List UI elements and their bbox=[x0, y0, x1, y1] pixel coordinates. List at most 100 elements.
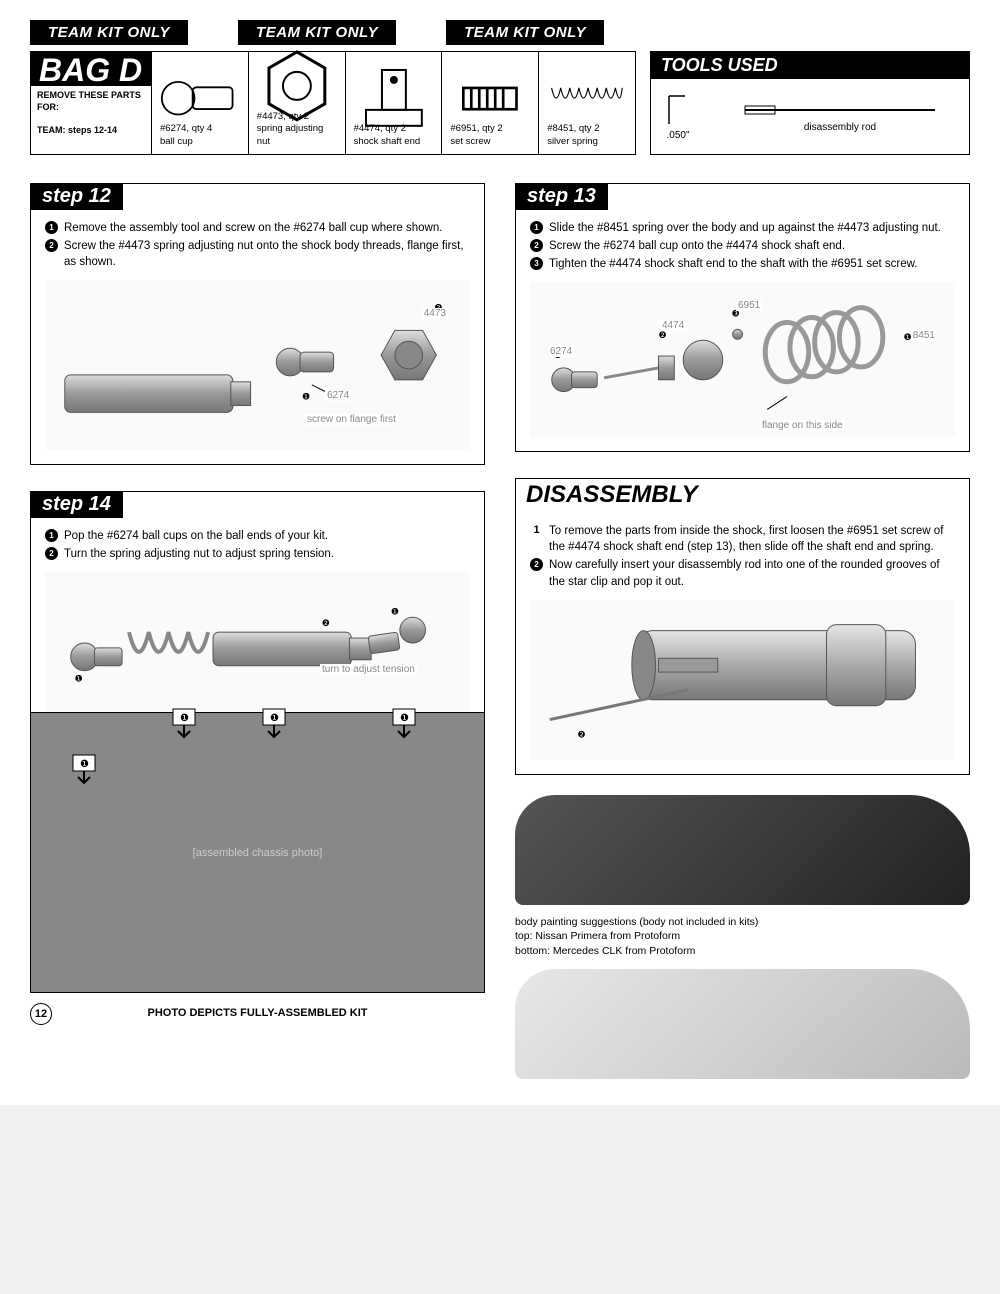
tools-panel: TOOLS USED .050" disassembly rod bbox=[650, 51, 970, 155]
svg-text:❷: ❷ bbox=[322, 619, 330, 629]
svg-text:❶: ❶ bbox=[302, 392, 310, 402]
instruction-text: Remove the assembly tool and screw on th… bbox=[64, 220, 442, 236]
svg-text:❷: ❷ bbox=[577, 729, 585, 739]
step-13: step 13 1Slide the #8451 spring over the… bbox=[515, 183, 970, 452]
svg-text:❶: ❶ bbox=[80, 759, 89, 770]
left-column: step 12 1 Remove the assembly tool and sc… bbox=[30, 169, 485, 1085]
instruction-text: Slide the #8451 spring over the body and… bbox=[549, 220, 941, 236]
top-section: BAG D REMOVE THESE PARTS FOR: TEAM: step… bbox=[30, 51, 970, 155]
bag-title: BAG D bbox=[31, 52, 151, 86]
tools-title: TOOLS USED bbox=[651, 52, 969, 79]
nut-icon bbox=[257, 65, 337, 107]
part-label: #6274, qty 4ball cup bbox=[160, 123, 240, 148]
step14-diagram: ❶ ❶ ❷ turn to adjust tension bbox=[45, 572, 470, 712]
step-title: step 12 bbox=[30, 183, 123, 210]
svg-text:❶: ❶ bbox=[400, 713, 409, 724]
ballcup-icon bbox=[160, 77, 240, 119]
arrow-icon: ❶ bbox=[391, 707, 417, 745]
page-number: 12 bbox=[30, 1003, 52, 1025]
instruction: 2 Turn the spring adjusting nut to adjust… bbox=[45, 546, 470, 562]
caption-line: bottom: Mercedes CLK from Protoform bbox=[515, 945, 695, 957]
instruction: 3 Tighten the #4474 shock shaft end to th… bbox=[530, 256, 955, 272]
part-spring: #8451, qty 2silver spring bbox=[538, 52, 635, 154]
svg-text:❶: ❶ bbox=[270, 713, 279, 724]
main-columns: step 12 1 Remove the assembly tool and sc… bbox=[30, 169, 970, 1085]
car-image-bottom bbox=[515, 969, 970, 1079]
spring-icon bbox=[547, 77, 627, 119]
step-body: 1 Pop the #6274 ball cups on the ball end… bbox=[31, 518, 484, 992]
instruction: 1 To remove the parts from inside the sho… bbox=[530, 523, 955, 555]
instruction-list: 1 To remove the parts from inside the sho… bbox=[530, 523, 955, 589]
disassembly-diagram: ❷ bbox=[530, 600, 955, 760]
arrow-icon: ❶ bbox=[171, 707, 197, 745]
bullet-icon: 2 bbox=[45, 239, 58, 252]
instruction-text: Now carefully insert your disassembly ro… bbox=[549, 557, 955, 589]
label-4473: 4473 bbox=[422, 308, 448, 319]
label-6274: 6274 bbox=[548, 346, 574, 357]
instruction: 1 Remove the assembly tool and screw on t… bbox=[45, 220, 470, 236]
note-flange: flange on this side bbox=[760, 420, 845, 431]
instruction-text: Pop the #6274 ball cups on the ball ends… bbox=[64, 528, 328, 544]
hex-label: .050" bbox=[666, 130, 689, 141]
note-tension: turn to adjust tension bbox=[320, 664, 417, 675]
bullet-icon: 1 bbox=[530, 524, 543, 537]
instruction-text: Turn the spring adjusting nut to adjust … bbox=[64, 546, 334, 562]
part-label: #4473, qty 2spring adjusting nut bbox=[257, 111, 337, 148]
car-caption: body painting suggestions (body not incl… bbox=[515, 911, 970, 963]
bullet-icon: 1 bbox=[45, 529, 58, 542]
remove-label: REMOVE THESE PARTS FOR: bbox=[37, 90, 141, 112]
bag-panel: BAG D REMOVE THESE PARTS FOR: TEAM: step… bbox=[30, 51, 636, 155]
label-6274: 6274 bbox=[325, 390, 351, 401]
instruction: 1 Pop the #6274 ball cups on the ball end… bbox=[45, 528, 470, 544]
label-8451: 8451 bbox=[911, 330, 937, 341]
step12-diagram: ❶ ❷ 4473 6274 screw on flange first bbox=[45, 280, 470, 450]
label-6951: 6951 bbox=[736, 300, 762, 311]
instruction-list: 1 Slide the #8451 spring over the body an… bbox=[530, 220, 955, 272]
svg-text:❶: ❶ bbox=[75, 674, 83, 684]
bag-parts: #6274, qty 4ball cup #4473, qty 2spring … bbox=[151, 52, 635, 154]
part-shaftend: #4474, qty 2shock shaft end bbox=[345, 52, 442, 154]
note-flange: screw on flange first bbox=[305, 414, 398, 425]
part-label: #8451, qty 2silver spring bbox=[547, 123, 627, 148]
manual-page: TEAM KIT ONLY TEAM KIT ONLY TEAM KIT ONL… bbox=[0, 0, 1000, 1105]
instruction-list: 1 Remove the assembly tool and screw on t… bbox=[45, 220, 470, 270]
step-14: step 14 1 Pop the #6274 ball cups on the … bbox=[30, 491, 485, 993]
instruction-text: Tighten the #4474 shock shaft end to the… bbox=[549, 256, 917, 272]
disassembly-title: DISASSEMBLY bbox=[516, 479, 969, 513]
instruction-text: Screw the #6274 ball cup onto the #4474 … bbox=[549, 238, 845, 254]
header-tab: TEAM KIT ONLY bbox=[238, 20, 396, 45]
page-footer: 12 PHOTO DEPICTS FULLY-ASSEMBLED KIT bbox=[30, 993, 485, 1019]
step-title: step 14 bbox=[30, 491, 123, 518]
arrow-icon: ❶ bbox=[261, 707, 287, 745]
instruction: 1 Slide the #8451 spring over the body an… bbox=[530, 220, 955, 236]
bullet-icon: 1 bbox=[45, 221, 58, 234]
tools-body: .050" disassembly rod bbox=[651, 79, 969, 154]
step-body: 1 Remove the assembly tool and screw on t… bbox=[31, 210, 484, 464]
label-4474: 4474 bbox=[660, 320, 686, 331]
header-tab: TEAM KIT ONLY bbox=[446, 20, 604, 45]
car-gallery: body painting suggestions (body not incl… bbox=[515, 795, 970, 1079]
car-image-top bbox=[515, 795, 970, 905]
svg-text:❶: ❶ bbox=[180, 713, 189, 724]
header-bar: TEAM KIT ONLY TEAM KIT ONLY TEAM KIT ONL… bbox=[30, 20, 970, 45]
part-ballcup: #6274, qty 4ball cup bbox=[151, 52, 248, 154]
bullet-icon: 1 bbox=[530, 221, 543, 234]
bullet-icon: 2 bbox=[530, 558, 543, 571]
shaftend-icon bbox=[354, 77, 434, 119]
bullet-icon: 2 bbox=[530, 239, 543, 252]
caption-line: top: Nissan Primera from Protoform bbox=[515, 930, 680, 942]
instruction-list: 1 Pop the #6274 ball cups on the ball end… bbox=[45, 528, 470, 562]
step-body: 1 Slide the #8451 spring over the body an… bbox=[516, 210, 969, 451]
step-body: 1 To remove the parts from inside the sho… bbox=[516, 513, 969, 773]
setscrew-icon bbox=[450, 77, 530, 119]
bag-left: BAG D REMOVE THESE PARTS FOR: TEAM: step… bbox=[31, 52, 151, 154]
footer-note: PHOTO DEPICTS FULLY-ASSEMBLED KIT bbox=[30, 1007, 485, 1019]
step-12: step 12 1 Remove the assembly tool and sc… bbox=[30, 183, 485, 465]
rod-tool: disassembly rod bbox=[723, 100, 957, 133]
svg-text:❷: ❷ bbox=[658, 331, 666, 341]
bullet-icon: 3 bbox=[530, 257, 543, 270]
instruction-text: To remove the parts from inside the shoc… bbox=[549, 523, 955, 555]
bullet-icon: 2 bbox=[45, 547, 58, 560]
assembly-photo: ❶ ❶ ❶ ❶ [assembled chassis photo] bbox=[31, 712, 484, 992]
part-setscrew: #6951, qty 2set screw bbox=[441, 52, 538, 154]
